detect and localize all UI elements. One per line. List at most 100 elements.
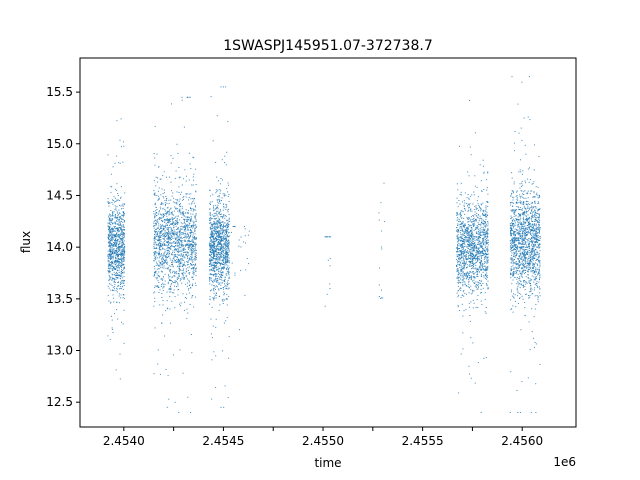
data-point	[482, 283, 484, 284]
data-point	[116, 274, 118, 276]
data-point	[245, 269, 247, 271]
data-point	[162, 224, 164, 226]
data-point	[467, 224, 469, 225]
data-point	[185, 193, 187, 195]
data-point	[457, 260, 459, 262]
data-point	[111, 221, 113, 223]
data-point	[466, 233, 468, 234]
data-point	[220, 273, 222, 275]
data-point	[155, 228, 157, 230]
data-point	[460, 236, 462, 238]
data-point	[216, 243, 218, 245]
data-point	[468, 280, 470, 282]
data-point	[461, 262, 463, 264]
data-point	[463, 238, 464, 240]
data-point	[113, 248, 115, 250]
data-point	[458, 279, 460, 281]
data-point	[471, 229, 473, 231]
data-point	[154, 234, 155, 235]
data-point	[160, 286, 162, 287]
data-point	[118, 249, 120, 251]
data-point	[160, 203, 162, 205]
data-point	[538, 156, 540, 157]
data-point	[192, 213, 194, 215]
data-point	[214, 218, 216, 219]
data-point	[115, 261, 117, 263]
data-point	[467, 237, 469, 239]
data-point	[157, 244, 159, 246]
data-point	[214, 222, 216, 224]
data-point	[186, 224, 188, 225]
data-point	[192, 244, 194, 246]
data-point	[108, 242, 110, 244]
data-point	[483, 265, 485, 267]
data-point	[224, 281, 226, 283]
data-point	[176, 286, 177, 288]
data-point	[111, 219, 113, 221]
data-point	[472, 256, 474, 258]
data-point	[223, 264, 225, 265]
data-point	[123, 251, 125, 253]
data-point	[171, 195, 173, 197]
data-point	[178, 261, 180, 263]
data-point	[173, 261, 175, 263]
data-point	[166, 225, 168, 226]
data-point	[461, 222, 463, 224]
data-point	[109, 245, 111, 247]
data-point	[458, 248, 460, 249]
data-point	[169, 269, 170, 271]
data-point	[160, 278, 162, 280]
data-point	[486, 236, 488, 238]
data-point	[189, 284, 191, 286]
data-point	[223, 195, 225, 197]
data-point	[173, 257, 175, 259]
data-point	[463, 225, 465, 227]
data-point	[218, 268, 219, 270]
data-point	[177, 251, 179, 253]
data-point	[456, 259, 458, 261]
data-point	[465, 285, 467, 287]
data-point	[224, 260, 226, 262]
data-point	[107, 234, 109, 236]
data-point	[121, 280, 123, 281]
data-point	[191, 268, 193, 270]
data-point	[180, 278, 182, 280]
data-point	[466, 217, 468, 219]
data-point	[458, 277, 460, 279]
data-point	[457, 243, 458, 245]
data-point	[216, 253, 218, 255]
data-point	[161, 257, 163, 259]
data-point	[179, 206, 181, 208]
data-point	[175, 271, 177, 273]
data-point	[479, 229, 481, 231]
data-point	[176, 249, 178, 251]
data-point	[177, 232, 178, 234]
data-point	[218, 196, 220, 198]
data-point	[226, 151, 228, 153]
data-point	[228, 274, 230, 276]
data-point	[190, 287, 192, 289]
data-point	[462, 257, 464, 259]
data-point	[114, 221, 116, 223]
data-point	[157, 349, 159, 351]
data-point	[174, 273, 176, 274]
data-point	[510, 232, 512, 234]
data-point	[194, 215, 196, 217]
data-point	[117, 233, 119, 235]
data-point	[182, 233, 184, 235]
data-point	[162, 287, 164, 289]
data-point	[484, 236, 486, 238]
data-point	[175, 238, 177, 240]
data-point	[469, 220, 471, 222]
data-point	[218, 230, 220, 232]
data-point	[537, 186, 539, 188]
data-point	[210, 266, 212, 268]
data-point	[120, 259, 122, 261]
data-point	[162, 216, 164, 218]
data-point	[456, 231, 458, 233]
data-point	[209, 243, 210, 245]
data-point	[115, 245, 117, 247]
data-point	[215, 222, 217, 224]
data-point	[112, 223, 113, 225]
data-point	[472, 256, 474, 257]
